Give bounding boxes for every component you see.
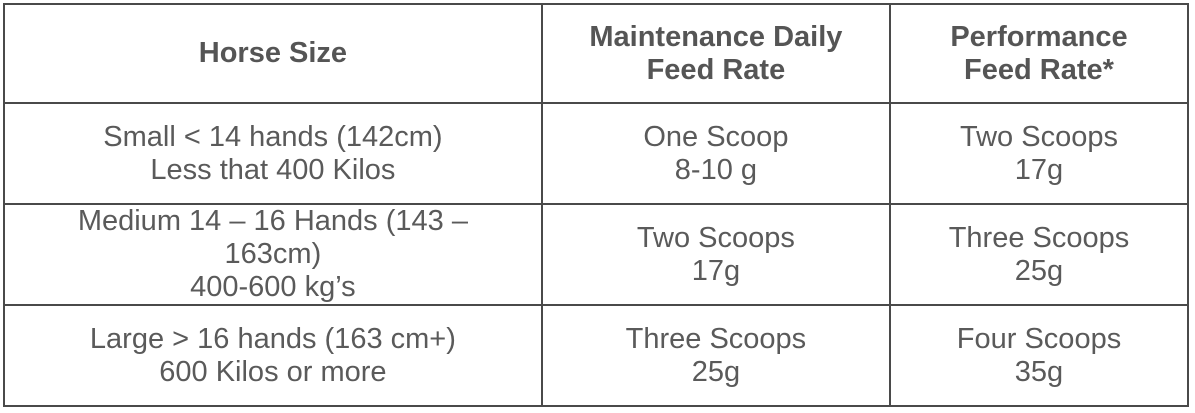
table-row: Small < 14 hands (142cm) Less that 400 K… [3, 102, 1190, 205]
table-row: Medium 14 – 16 Hands (143 – 163cm) 400-6… [3, 203, 1190, 306]
cell-text: Medium 14 – 16 Hands (143 – [77, 205, 468, 237]
cell-horse-size: Medium 14 – 16 Hands (143 – 163cm) 400-6… [3, 203, 543, 306]
header-maintenance-feed-rate: Maintenance Daily Feed Rate [540, 3, 891, 104]
cell-text: 400-600 kg’s [190, 271, 356, 303]
cell-text: Four Scoops [956, 322, 1122, 355]
header-text: Feed Rate [646, 53, 786, 86]
table-header-row: Horse Size Maintenance Daily Feed Rate P… [3, 3, 1190, 104]
cell-text: One Scoop [643, 120, 789, 153]
cell-text: 25g [1014, 254, 1064, 287]
header-text: Feed Rate* [964, 53, 1114, 86]
cell-text: Less that 400 Kilos [150, 153, 396, 186]
cell-performance: Two Scoops 17g [888, 102, 1190, 205]
cell-maintenance: One Scoop 8-10 g [540, 102, 891, 205]
header-performance-feed-rate: Performance Feed Rate* [888, 3, 1190, 104]
cell-text: Two Scoops [960, 120, 1118, 153]
cell-text: Large > 16 hands (163 cm+) [89, 322, 456, 355]
header-text: Performance [950, 20, 1128, 53]
cell-text: 25g [691, 355, 741, 388]
cell-text: 17g [1014, 153, 1064, 186]
cell-text: Two Scoops [636, 221, 795, 254]
table-row: Large > 16 hands (163 cm+) 600 Kilos or … [3, 304, 1190, 407]
feed-rate-table: Horse Size Maintenance Daily Feed Rate P… [3, 3, 1190, 407]
cell-text: 35g [1014, 355, 1064, 388]
cell-maintenance: Two Scoops 17g [540, 203, 891, 306]
cell-text: 17g [691, 254, 741, 287]
header-text: Horse Size [198, 37, 348, 69]
header-text: Maintenance Daily [589, 20, 843, 53]
cell-text: 163cm) [224, 238, 322, 270]
cell-maintenance: Three Scoops 25g [540, 304, 891, 407]
cell-performance: Three Scoops 25g [888, 203, 1190, 306]
header-horse-size: Horse Size [3, 3, 543, 104]
cell-horse-size: Large > 16 hands (163 cm+) 600 Kilos or … [3, 304, 543, 407]
cell-text: 600 Kilos or more [159, 355, 387, 388]
cell-performance: Four Scoops 35g [888, 304, 1190, 407]
cell-text: Three Scoops [948, 221, 1130, 254]
cell-horse-size: Small < 14 hands (142cm) Less that 400 K… [3, 102, 543, 205]
cell-text: Small < 14 hands (142cm) [103, 120, 443, 153]
cell-text: 8-10 g [674, 153, 758, 186]
cell-text: Three Scoops [625, 322, 807, 355]
